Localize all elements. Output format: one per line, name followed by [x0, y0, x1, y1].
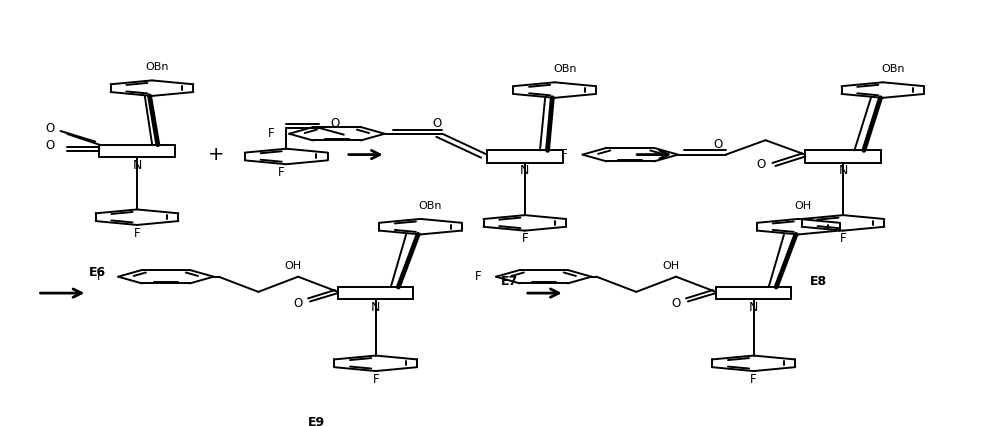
Text: F: F	[840, 233, 846, 245]
Text: F: F	[475, 270, 481, 283]
Text: OH: OH	[662, 261, 680, 271]
Text: F: F	[372, 373, 379, 386]
Text: O: O	[433, 117, 442, 130]
Text: N: N	[520, 164, 530, 178]
Text: O: O	[756, 158, 765, 171]
Text: N: N	[749, 301, 758, 314]
Text: N: N	[132, 159, 142, 172]
Text: F: F	[268, 127, 275, 140]
Text: O: O	[45, 122, 54, 135]
Text: N: N	[838, 164, 848, 178]
Text: OBn: OBn	[881, 64, 905, 74]
Text: O: O	[330, 117, 340, 130]
Text: E9: E9	[307, 416, 325, 426]
Text: O: O	[713, 138, 722, 151]
Text: N: N	[371, 301, 380, 314]
Text: E7: E7	[501, 275, 519, 288]
Text: F: F	[561, 148, 568, 161]
Text: F: F	[97, 270, 104, 283]
Text: E8: E8	[810, 275, 827, 288]
Text: F: F	[750, 373, 757, 386]
Text: OBn: OBn	[553, 64, 576, 74]
Text: OH: OH	[285, 261, 302, 271]
Text: O: O	[45, 138, 54, 152]
Text: F: F	[134, 227, 140, 240]
Text: F: F	[278, 166, 285, 179]
Text: OH: OH	[795, 201, 812, 210]
Text: +: +	[208, 145, 225, 164]
Text: O: O	[294, 297, 303, 310]
Text: OBn: OBn	[419, 201, 442, 210]
Text: OBn: OBn	[145, 62, 169, 72]
Text: E6: E6	[89, 266, 106, 279]
Text: F: F	[522, 233, 528, 245]
Text: O: O	[671, 297, 681, 310]
